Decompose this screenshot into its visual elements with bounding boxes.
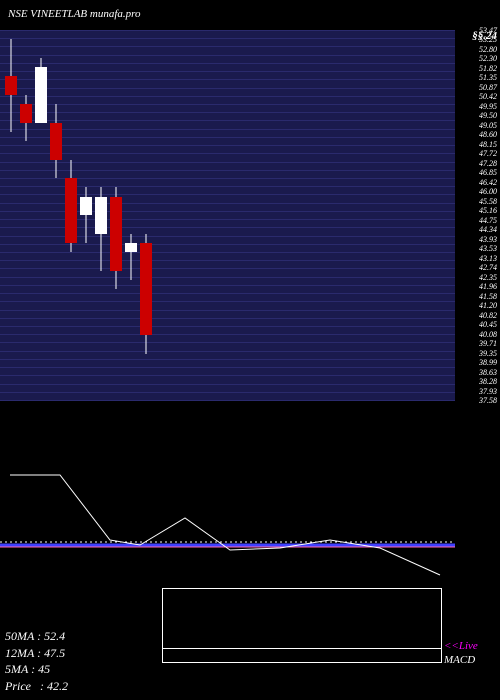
ma12-label: 12MA : 47.5 (5, 645, 68, 662)
price-axis-label: 44.34 (479, 225, 497, 234)
macd-label: MACD (444, 654, 475, 666)
price-axis-label: 43.13 (479, 254, 497, 263)
price-axis-label: 37.58 (479, 396, 497, 405)
chart-container: NSE VINEETLAB munafa.pro §§.24 53.4753.2… (0, 0, 500, 700)
price-axis-label: 49.05 (479, 121, 497, 130)
price-axis-label: 41.96 (479, 282, 497, 291)
price-axis-label: 38.63 (479, 368, 497, 377)
price-axis-label: 45.58 (479, 197, 497, 206)
ma5-label: 5MA : 45 (5, 661, 68, 678)
price-axis: 53.4753.2552.8052.3051.8251.3550.8750.42… (455, 30, 500, 400)
price-axis-label: 47.28 (479, 159, 497, 168)
price-axis-label: 43.53 (479, 244, 497, 253)
price-axis-label: 44.75 (479, 216, 497, 225)
price-axis-label: 52.30 (479, 54, 497, 63)
live-box (162, 588, 442, 663)
price-axis-label: 40.45 (479, 320, 497, 329)
price-axis-label: 41.58 (479, 292, 497, 301)
price-axis-label: 43.93 (479, 235, 497, 244)
price-axis-label: 47.72 (479, 149, 497, 158)
price-axis-label: 51.82 (479, 64, 497, 73)
price-axis-label: 40.08 (479, 330, 497, 339)
price-axis-label: 50.42 (479, 92, 497, 101)
price-axis-label: 41.20 (479, 301, 497, 310)
price-axis-label: 39.35 (479, 349, 497, 358)
price-axis-label: 46.42 (479, 178, 497, 187)
price-axis-label: 46.85 (479, 168, 497, 177)
price-axis-label: 40.82 (479, 311, 497, 320)
price-axis-label: 46.00 (479, 187, 497, 196)
price-axis-label: 48.60 (479, 130, 497, 139)
price-axis-label: 42.74 (479, 263, 497, 272)
live-label: <<Live (444, 640, 478, 652)
price-axis-label: 53.25 (479, 35, 497, 44)
price-axis-label: 50.87 (479, 83, 497, 92)
price-axis-label: 45.16 (479, 206, 497, 215)
price-axis-label: 52.80 (479, 45, 497, 54)
price-axis-label: 51.35 (479, 73, 497, 82)
info-box: 50MA : 52.4 12MA : 47.5 5MA : 45 Price :… (5, 628, 68, 695)
price-axis-label: 37.93 (479, 387, 497, 396)
chart-title: NSE VINEETLAB munafa.pro (8, 8, 141, 20)
price-axis-label: 49.95 (479, 102, 497, 111)
price-label: Price : 42.2 (5, 678, 68, 695)
ma50-label: 50MA : 52.4 (5, 628, 68, 645)
price-axis-label: 53.47 (479, 26, 497, 35)
price-axis-label: 42.35 (479, 273, 497, 282)
price-axis-label: 38.28 (479, 377, 497, 386)
live-box-divider (163, 648, 441, 649)
price-axis-label: 49.50 (479, 111, 497, 120)
price-axis-label: 48.15 (479, 140, 497, 149)
price-axis-label: 39.71 (479, 339, 497, 348)
price-axis-label: 38.99 (479, 358, 497, 367)
